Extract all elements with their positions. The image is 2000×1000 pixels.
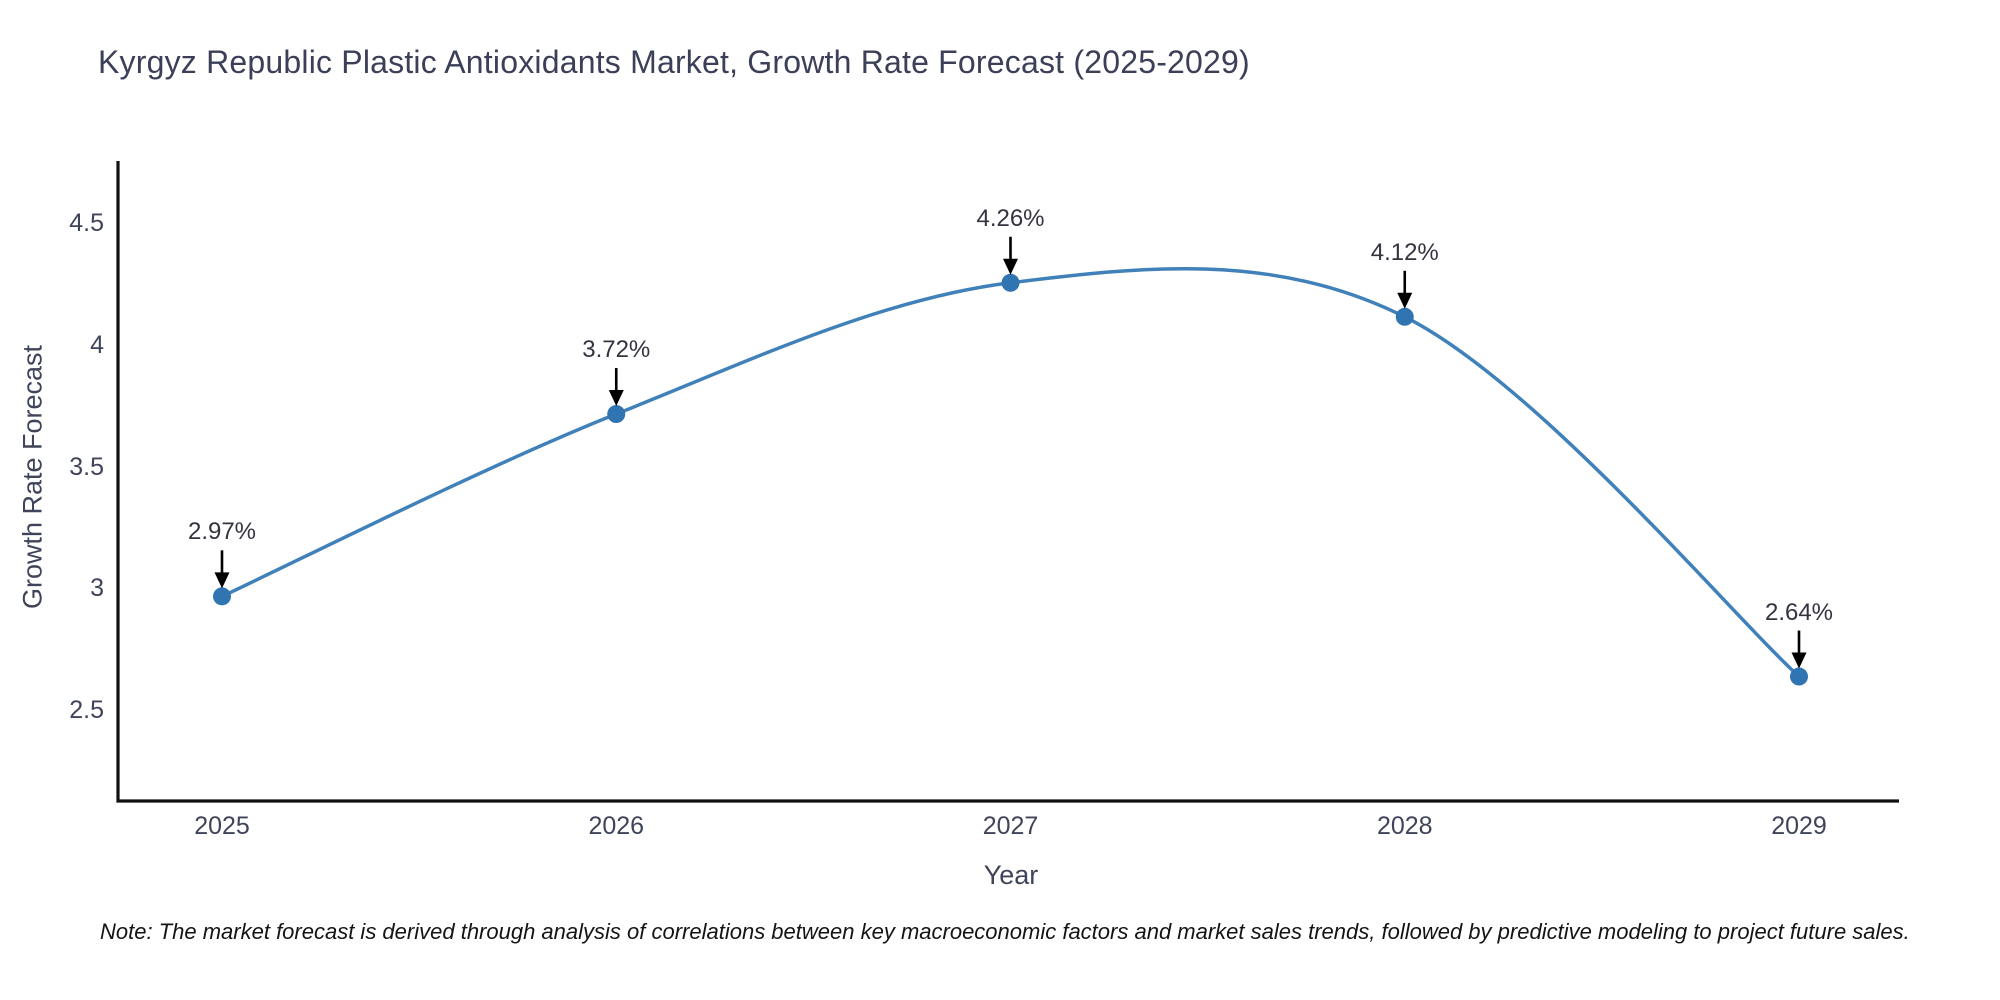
footnote: Note: The market forecast is derived thr… [100,919,1910,944]
x-tick-label: 2025 [194,812,250,840]
point-annotation: 4.26% [976,204,1045,232]
y-tick-label: 3 [90,574,104,603]
point-annotation: 2.64% [1764,598,1834,626]
trend-line [220,266,1801,679]
chart-title: Kyrgyz Republic Plastic Antioxidants Mar… [98,44,1250,80]
annotation-arrowhead [1003,258,1018,275]
y-tick-label: 4 [90,330,104,359]
x-tick-label: 2027 [982,812,1039,840]
data-point-marker[interactable] [1395,307,1414,326]
point-annotation: 2.97% [187,518,257,546]
data-point-marker[interactable] [1001,273,1020,292]
x-axis-title: Year [983,860,1039,890]
annotation-arrowhead [608,390,624,407]
x-tick-label: 2029 [1771,812,1827,840]
data-point-marker[interactable] [607,405,626,424]
point-annotation: 4.12% [1370,238,1439,266]
y-tick-label: 3.5 [69,452,104,481]
x-tick-label: 2026 [588,812,645,840]
annotation-arrowhead [214,572,230,589]
annotation-arrowhead [1397,292,1413,309]
axis-lines [116,161,1899,803]
data-point-marker[interactable] [213,587,231,606]
y-tick-label: 4.5 [69,209,104,238]
data-point-marker[interactable] [1790,667,1808,686]
annotation-arrowhead [1791,652,1807,669]
point-annotation: 3.72% [582,336,651,364]
y-tick-label: 2.5 [69,695,104,724]
x-tick-label: 2028 [1376,812,1433,840]
y-axis-title: Growth Rate Forecast [17,344,48,610]
